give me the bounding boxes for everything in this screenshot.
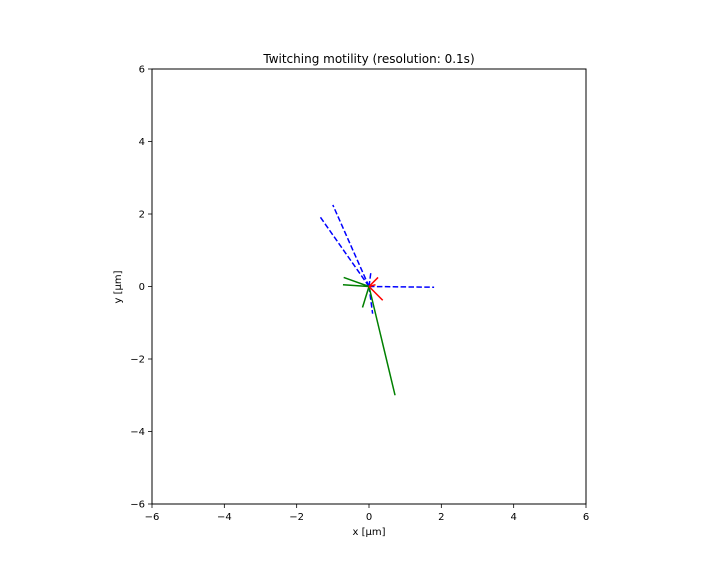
series-line-3	[368, 285, 435, 288]
x-tick-label: 4	[510, 512, 516, 523]
y-tick-label: 0	[139, 282, 145, 293]
series-line-6	[368, 286, 396, 396]
x-tick-label: −4	[217, 512, 232, 523]
x-tick-label: 2	[438, 512, 444, 523]
series-layer	[319, 204, 435, 396]
series-line-8	[342, 283, 370, 288]
series-line-9	[361, 286, 370, 308]
x-tick-label: −2	[289, 512, 304, 523]
y-tick-label: 4	[139, 137, 145, 148]
series-line-11	[368, 276, 379, 288]
x-axis-label: x [μm]	[352, 527, 385, 538]
chart-title: Twitching motility (resolution: 0.1s)	[262, 52, 474, 66]
series-line-12	[368, 283, 376, 288]
series-line-5	[368, 272, 372, 287]
y-tick-label: −2	[130, 355, 145, 366]
x-tick-label: 0	[366, 512, 372, 523]
series-line-2	[319, 216, 370, 287]
x-axis: −6 −4 −2 0 2 4 6	[145, 504, 589, 523]
y-tick-label: 2	[139, 210, 145, 221]
y-tick-label: −4	[130, 427, 145, 438]
x-tick-label: −6	[145, 512, 160, 523]
series-line-7	[343, 276, 370, 288]
series-line-10	[368, 285, 384, 301]
x-tick-label: 6	[583, 512, 589, 523]
series-line-1	[332, 204, 370, 287]
y-tick-label: −6	[130, 500, 145, 511]
y-tick-label: 6	[139, 65, 145, 76]
y-axis-label: y [μm]	[113, 270, 124, 303]
y-axis: −6 −4 −2 0 2 4 6	[130, 65, 152, 511]
